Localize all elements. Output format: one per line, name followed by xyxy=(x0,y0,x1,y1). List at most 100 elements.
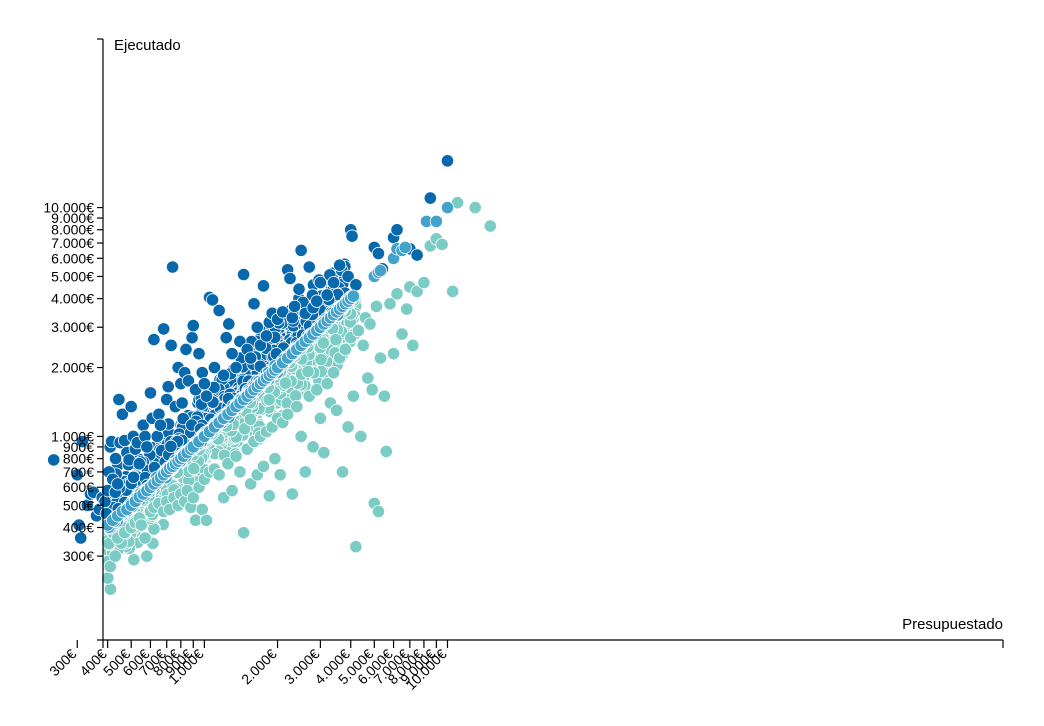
over-budget-point xyxy=(345,229,359,243)
over-budget-point xyxy=(160,392,174,407)
over-budget-point xyxy=(229,360,243,375)
over-budget-point xyxy=(283,271,297,286)
over-budget-point xyxy=(294,243,308,257)
over-budget-point xyxy=(153,418,168,432)
over-budget-point xyxy=(219,331,233,345)
over-budget-point xyxy=(259,329,274,343)
over-budget-point xyxy=(313,276,327,290)
over-budget-point xyxy=(423,191,437,205)
y-tick-label: 300€ xyxy=(63,548,94,564)
under-budget-point xyxy=(310,383,324,397)
over-budget-point xyxy=(253,338,267,352)
over-budget-point xyxy=(326,276,341,290)
under-budget-point xyxy=(316,336,330,350)
under-budget-point xyxy=(313,411,327,425)
under-budget-point xyxy=(212,468,226,482)
on-budget-point xyxy=(346,289,360,303)
under-budget-point xyxy=(187,462,201,476)
y-tick-label: 700€ xyxy=(63,464,94,480)
under-budget-point xyxy=(237,526,251,540)
under-budget-point xyxy=(354,429,368,444)
over-budget-point xyxy=(197,377,211,391)
under-budget-point xyxy=(365,383,379,397)
under-budget-point xyxy=(329,333,343,347)
under-budget-point xyxy=(268,452,282,466)
over-budget-point xyxy=(410,248,424,262)
over-budget-point xyxy=(150,429,164,444)
y-tick-label: 2.000€ xyxy=(51,360,94,376)
under-budget-point xyxy=(326,366,341,380)
under-budget-point xyxy=(361,371,375,385)
under-budget-point xyxy=(221,457,235,471)
over-budget-point xyxy=(225,347,239,361)
under-budget-point xyxy=(468,200,482,215)
over-budget-point xyxy=(207,360,222,375)
over-budget-point xyxy=(222,317,236,331)
over-budget-point xyxy=(147,332,161,347)
over-budget-point xyxy=(195,366,209,380)
under-budget-point xyxy=(256,459,271,473)
under-budget-point xyxy=(290,400,304,414)
over-budget-point xyxy=(175,396,189,410)
y-tick-label: 3.000€ xyxy=(51,319,94,335)
under-budget-point xyxy=(400,302,414,316)
over-budget-point xyxy=(70,468,84,482)
under-budget-point xyxy=(278,376,293,390)
over-budget-point xyxy=(179,342,193,357)
x-axis-title: Presupuestado xyxy=(902,616,1003,633)
on-budget-point xyxy=(398,240,412,254)
over-budget-point xyxy=(333,258,347,272)
under-budget-point xyxy=(134,518,148,532)
over-budget-point xyxy=(140,440,154,454)
under-budget-point xyxy=(140,549,154,563)
under-budget-point xyxy=(369,299,383,313)
over-budget-point xyxy=(285,311,299,325)
over-budget-point xyxy=(247,297,261,311)
y-tick-label: 7.000€ xyxy=(51,235,94,251)
over-budget-point xyxy=(115,407,129,421)
over-budget-point xyxy=(108,451,123,466)
under-budget-point xyxy=(217,491,231,505)
over-budget-point xyxy=(212,303,226,318)
under-budget-point xyxy=(356,338,370,352)
over-budget-point xyxy=(112,392,126,407)
under-budget-point xyxy=(446,284,460,299)
under-budget-point xyxy=(351,324,365,338)
under-budget-point xyxy=(273,468,287,482)
over-budget-point xyxy=(349,278,363,292)
under-budget-point xyxy=(379,444,393,459)
on-budget-point xyxy=(440,200,455,215)
under-budget-point xyxy=(317,445,331,460)
over-budget-point xyxy=(186,318,200,333)
under-budget-point xyxy=(406,338,420,352)
over-budget-point xyxy=(47,453,61,467)
over-budget-point xyxy=(165,260,180,274)
under-budget-point xyxy=(314,352,328,367)
over-budget-point xyxy=(74,531,88,545)
over-budget-point xyxy=(237,267,251,282)
y-tick-label: 5.000€ xyxy=(51,268,94,284)
under-budget-point xyxy=(483,219,497,233)
under-budget-point xyxy=(294,429,308,444)
over-budget-point xyxy=(276,305,290,319)
under-budget-point xyxy=(281,407,295,421)
under-budget-point xyxy=(298,465,312,479)
over-budget-point xyxy=(152,407,166,421)
under-budget-point xyxy=(395,327,409,341)
under-budget-point xyxy=(373,351,388,365)
under-budget-point xyxy=(341,420,355,434)
under-budget-point xyxy=(390,287,404,301)
under-budget-point xyxy=(346,389,360,403)
over-budget-point xyxy=(181,374,196,388)
over-budget-point xyxy=(205,293,220,307)
y-tick-label: 800€ xyxy=(63,451,94,467)
over-budget-point xyxy=(244,351,258,365)
over-budget-point xyxy=(250,320,264,334)
y-tick-label: 600€ xyxy=(63,479,94,495)
x-tick-label: 2.000€ xyxy=(238,646,280,688)
y-tick-label: 10.000€ xyxy=(43,200,94,216)
over-budget-point xyxy=(132,457,146,471)
under-budget-point xyxy=(262,393,276,407)
under-budget-point xyxy=(103,582,118,596)
